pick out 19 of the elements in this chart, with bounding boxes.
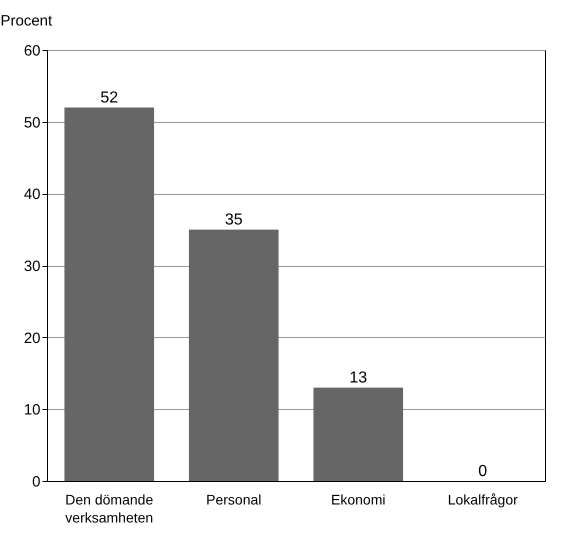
- x-tick-label: Den dömande verksamheten: [65, 492, 154, 526]
- x-tick-label: Personal: [206, 492, 262, 508]
- data-label: 13: [349, 370, 368, 387]
- y-tick-label: 50: [24, 114, 40, 132]
- y-tick-label: 20: [24, 330, 40, 347]
- y-tick-label: 40: [24, 186, 40, 204]
- bar: [64, 107, 154, 481]
- data-label: 35: [224, 212, 243, 229]
- data-label: 52: [100, 89, 118, 106]
- y-axis-title: Procent: [0, 12, 54, 30]
- y-tick-label: 60: [24, 42, 40, 60]
- y-tick-label: 0: [32, 474, 40, 490]
- bar: [313, 388, 404, 481]
- x-tick-label: Ekonomi: [331, 492, 386, 508]
- y-tick-label: 30: [24, 258, 40, 275]
- bar: [188, 230, 279, 481]
- y-tick-label: 10: [24, 402, 40, 419]
- data-label: 0: [478, 463, 488, 480]
- x-tick-label: Lokalfrågor: [448, 492, 518, 508]
